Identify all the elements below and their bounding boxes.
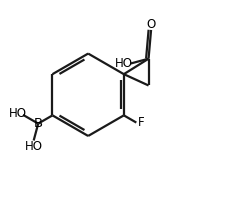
Text: O: O [146,18,156,31]
Text: HO: HO [9,107,27,120]
Text: HO: HO [115,57,133,70]
Text: HO: HO [25,140,43,153]
Text: F: F [138,116,144,129]
Text: B: B [34,117,43,130]
